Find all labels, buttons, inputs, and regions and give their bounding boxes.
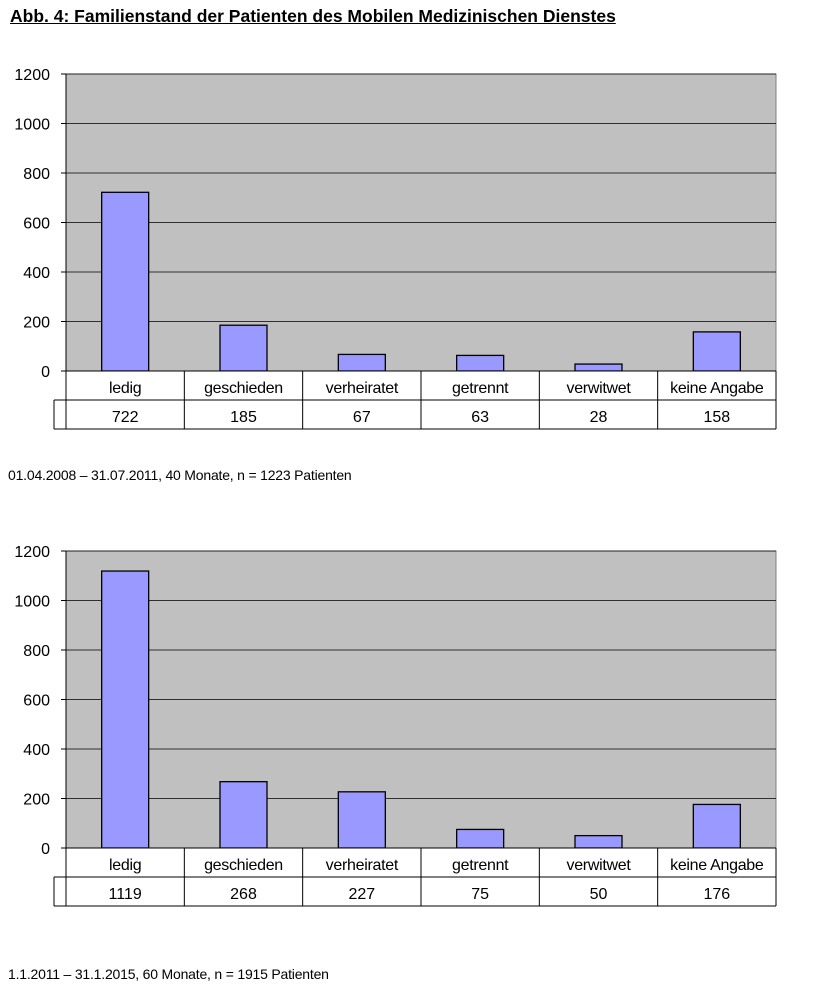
chart-1-ytick-label-1000: 1000 [14, 117, 50, 134]
chart-2-bar-1 [101, 570, 150, 849]
chart-1-category-label-2: geschieden [204, 380, 283, 397]
chart-1-value-label-1: 722 [112, 409, 139, 426]
chart-1-category-label-3: verheiratet [326, 380, 399, 397]
chart-2-ytick-label-1200: 1200 [14, 544, 50, 561]
bar-chart-1-svg: 0 200 400 600 800 1000 1200 ledig 722 geschieden 1… [14, 67, 777, 430]
chart-2-value-label-1: 1119 [109, 886, 142, 903]
chart-1-ytick-label-200: 200 [23, 315, 50, 332]
chart-1-value-label-5: 28 [590, 409, 608, 426]
chart-2-category-label-1: ledig [109, 857, 141, 874]
chart-1-category-label-5: verwitwet [567, 380, 632, 397]
chart-1-value-label-6: 158 [703, 409, 730, 426]
chart-2-category-label-4: getrennt [452, 857, 509, 874]
chart-2-bar-3 [337, 791, 386, 849]
chart-1-bar-6 [692, 331, 741, 372]
chart-2-ytick-label-400: 400 [23, 742, 50, 759]
chart-2-bar-4 [456, 828, 505, 849]
chart-2-category-label-6: keine Angabe [670, 857, 764, 874]
chart-2-bar-2 [219, 781, 268, 849]
chart-1-category-label-4: getrennt [452, 380, 509, 397]
chart-2-ytick-label-200: 200 [23, 792, 50, 809]
chart-2-bar-6 [692, 803, 741, 849]
chart-1-ytick-label-400: 400 [23, 265, 50, 282]
chart-1-ytick-label-600: 600 [23, 216, 50, 233]
chart-1-ytick-label-800: 800 [23, 166, 50, 183]
chart-1-bar-3 [337, 353, 386, 372]
chart-2-ytick-label-800: 800 [23, 643, 50, 660]
chart-2-category-label-5: verwitwet [567, 857, 632, 874]
chart-2-category-label-2: geschieden [204, 857, 283, 874]
chart-2-value-label-5: 50 [590, 886, 608, 903]
chart-2-ytick-label-1000: 1000 [14, 594, 50, 611]
chart-2-value-label-2: 268 [230, 886, 257, 903]
chart-2-ytick-label-0: 0 [41, 841, 50, 858]
chart-1-bar-4 [456, 354, 505, 372]
chart-1-category-label-1: ledig [109, 380, 141, 397]
chart-2-value-label-3: 227 [348, 886, 375, 903]
chart-1-caption: 01.04.2008 – 31.07.2011, 40 Monate, n = … [8, 467, 352, 483]
chart-2-value-label-4: 75 [471, 886, 489, 903]
chart-2-bar-5 [574, 834, 623, 849]
chart-1-ytick-label-1200: 1200 [14, 67, 50, 84]
chart-1-bar-1 [101, 191, 150, 372]
chart-2-value-label-6: 176 [703, 886, 730, 903]
chart-1-value-label-3: 67 [353, 409, 371, 426]
chart-1-bar-2 [219, 324, 268, 372]
chart-1-value-label-2: 185 [230, 409, 257, 426]
bar-chart-2-svg: 0 200 400 600 800 1000 1200 ledig 1119 geschieden… [14, 544, 777, 907]
chart-2-ytick-label-600: 600 [23, 693, 50, 710]
chart-1-value-label-4: 63 [471, 409, 489, 426]
chart-1-bar-5 [574, 363, 623, 372]
chart-2-caption: 1.1.2011 – 31.1.2015, 60 Monate, n = 191… [8, 966, 329, 982]
chart-1-ytick-label-0: 0 [41, 364, 50, 381]
figure-title: Abb. 4: Familienstand der Patienten des … [10, 6, 616, 26]
chart-1-category-label-6: keine Angabe [670, 380, 764, 397]
chart-2-category-label-3: verheiratet [326, 857, 399, 874]
